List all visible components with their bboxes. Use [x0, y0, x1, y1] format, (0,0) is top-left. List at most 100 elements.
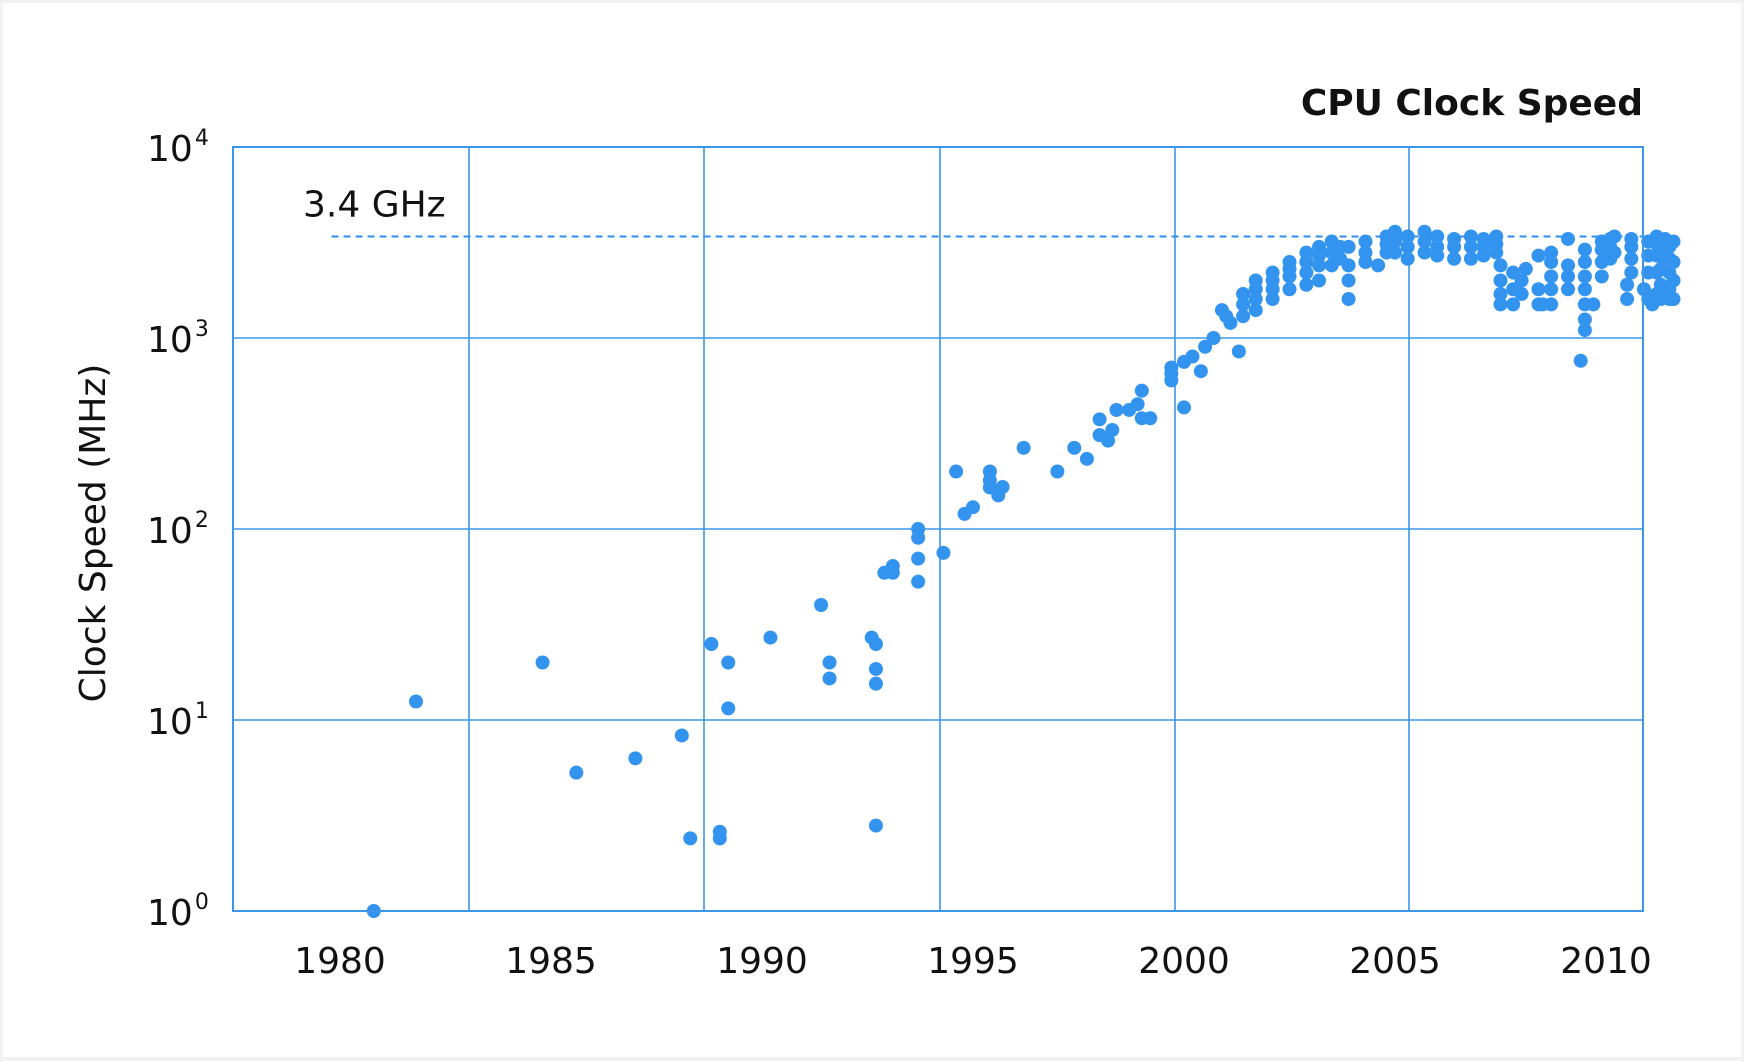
data-point — [1388, 224, 1402, 239]
data-point — [763, 630, 778, 645]
data-point — [1265, 292, 1280, 307]
data-point — [1101, 433, 1116, 448]
data-point — [936, 545, 951, 560]
data-point — [1577, 254, 1592, 269]
data-point — [1236, 286, 1251, 301]
data-point — [1248, 292, 1263, 307]
data-point — [1177, 400, 1191, 415]
data-point — [1463, 229, 1478, 244]
data-point — [1430, 229, 1445, 244]
data-point — [911, 522, 926, 536]
data-point — [1493, 297, 1508, 312]
data-point — [1561, 258, 1576, 273]
data-point — [721, 655, 736, 670]
y-axis-ticks: 104 103 102 101 100 — [147, 126, 209, 934]
data-point — [1620, 277, 1635, 292]
y-tick-label: 103 — [147, 317, 209, 361]
data-point — [1493, 258, 1508, 273]
data-point — [712, 824, 727, 839]
data-point — [1544, 245, 1559, 260]
data-point — [1248, 303, 1263, 318]
data-point — [1206, 331, 1221, 345]
data-point — [1312, 258, 1327, 273]
data-point — [1577, 323, 1592, 338]
x-tick-label: 1980 — [294, 941, 386, 982]
data-point — [911, 551, 926, 566]
data-point — [1358, 245, 1373, 260]
data-point — [868, 661, 883, 676]
data-point — [1476, 231, 1491, 246]
data-point — [1130, 397, 1145, 412]
data-point — [1561, 231, 1576, 246]
data-point — [1624, 231, 1639, 246]
y-tick-label: 101 — [147, 699, 209, 743]
data-point — [1666, 254, 1681, 269]
data-point — [1577, 242, 1592, 257]
data-point — [1231, 344, 1246, 359]
data-point — [868, 676, 883, 691]
data-point — [1577, 312, 1592, 327]
data-point — [1624, 251, 1639, 266]
data-point — [1079, 451, 1094, 466]
data-point — [1463, 239, 1478, 254]
gridlines — [232, 146, 1644, 912]
data-point — [1388, 234, 1402, 249]
x-tick-label: 1995 — [927, 941, 1019, 982]
data-point — [1312, 273, 1327, 288]
data-point — [1105, 422, 1120, 437]
data-point — [1514, 286, 1529, 301]
data-point — [1514, 273, 1529, 288]
x-tick-label: 1985 — [505, 941, 597, 982]
data-point — [1489, 229, 1504, 244]
chart-card: CPU Clock Speed Clock Speed (MHz) 1980 19… — [3, 3, 1741, 1057]
data-point — [1248, 273, 1263, 288]
data-point — [1143, 411, 1158, 426]
data-point — [1463, 251, 1478, 266]
data-point — [1134, 383, 1149, 398]
data-point — [1417, 234, 1432, 249]
data-point — [1236, 297, 1251, 312]
data-point — [1016, 440, 1031, 455]
data-point — [949, 464, 964, 479]
data-point — [1666, 273, 1681, 288]
x-tick-label: 1990 — [716, 941, 808, 982]
cpu-clock-speed-chart: CPU Clock Speed Clock Speed (MHz) 1980 19… — [73, 83, 1681, 982]
data-point — [1447, 251, 1462, 266]
y-axis-title: Clock Speed (MHz) — [73, 364, 114, 703]
data-point — [1417, 245, 1432, 260]
data-point — [1109, 402, 1124, 417]
x-tick-label: 2000 — [1138, 941, 1230, 982]
data-point — [868, 818, 883, 833]
data-point — [1400, 251, 1415, 266]
x-axis-ticks: 1980 1985 1990 1995 2000 2005 2010 — [294, 941, 1652, 982]
chart-title: CPU Clock Speed — [1301, 83, 1643, 124]
data-point — [1092, 412, 1107, 427]
data-point — [885, 559, 900, 574]
data-point — [1493, 286, 1508, 301]
data-point — [1573, 353, 1588, 368]
data-point — [1341, 292, 1356, 307]
data-point — [1388, 245, 1402, 260]
data-point — [1299, 277, 1314, 292]
data-point — [1400, 239, 1415, 254]
data-point — [1341, 258, 1356, 273]
data-point — [1430, 239, 1445, 254]
data-point — [1666, 234, 1681, 249]
data-point — [1577, 282, 1592, 297]
data-point — [1561, 269, 1576, 284]
data-point — [1067, 440, 1082, 455]
data-point — [1223, 315, 1238, 330]
y-tick-label: 102 — [147, 508, 209, 552]
data-point — [683, 831, 698, 846]
data-point — [1050, 464, 1065, 479]
data-point — [1561, 282, 1576, 297]
data-point — [822, 655, 837, 670]
data-point — [1544, 282, 1559, 297]
data-point — [721, 701, 736, 716]
data-point — [1607, 245, 1622, 260]
data-point — [674, 728, 689, 743]
data-point — [1544, 297, 1559, 312]
y-tick-label: 104 — [147, 126, 209, 170]
data-point — [1341, 273, 1356, 288]
data-point — [1400, 229, 1415, 244]
